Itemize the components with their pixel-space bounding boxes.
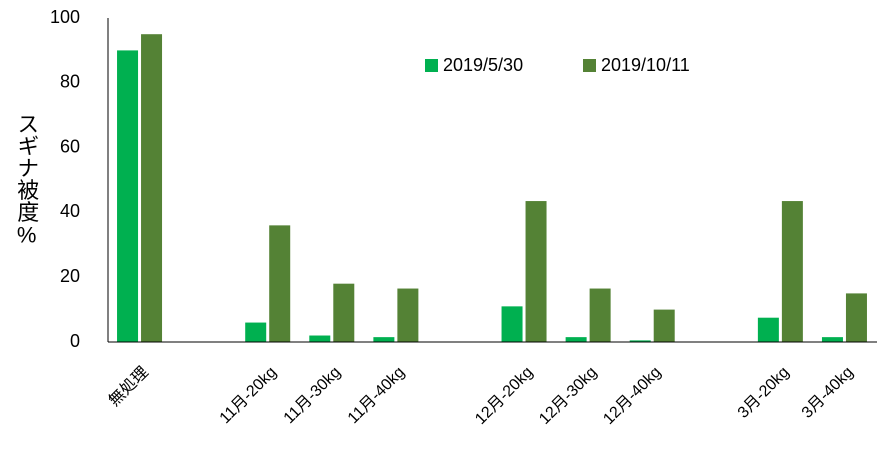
x-tick-label: 3月-40kg — [799, 364, 857, 422]
x-tick-label: 12月-30kg — [536, 364, 600, 428]
bar — [653, 309, 675, 342]
x-tick-label: 12月-40kg — [600, 364, 664, 428]
y-tick-label: 60 — [60, 136, 80, 156]
bar — [141, 34, 163, 342]
bar — [245, 322, 267, 342]
bar — [629, 340, 651, 342]
bar — [565, 337, 587, 342]
bar — [501, 306, 523, 342]
bar — [309, 335, 331, 342]
legend-swatch — [583, 59, 596, 72]
legend-label: 2019/5/30 — [443, 55, 523, 75]
bar — [397, 288, 419, 342]
y-tick-label: 0 — [70, 331, 80, 351]
bar — [845, 293, 867, 342]
x-tick-label: 無処理 — [105, 363, 152, 410]
bar — [117, 50, 139, 343]
bar — [373, 337, 395, 342]
x-tick-label: 11月-30kg — [281, 364, 344, 427]
bar — [269, 225, 291, 342]
y-tick-label: 100 — [50, 7, 80, 27]
y-tick-label: 80 — [60, 72, 80, 92]
bar — [589, 288, 611, 342]
bar — [757, 317, 779, 342]
legend-label: 2019/10/11 — [601, 55, 690, 75]
x-tick-label: 11月-20kg — [217, 364, 280, 427]
y-tick-label: 20 — [60, 266, 80, 286]
bar — [333, 283, 355, 342]
bar — [821, 337, 843, 342]
x-tick-label: 12月-20kg — [472, 364, 536, 428]
x-tick-label: 11月-40kg — [345, 364, 408, 427]
y-axis-label: スギナ被度% — [14, 113, 39, 248]
bar — [781, 201, 803, 342]
x-tick-label: 3月-20kg — [735, 364, 793, 422]
legend-swatch — [425, 59, 438, 72]
bar — [525, 201, 547, 342]
y-tick-label: 40 — [60, 201, 80, 221]
